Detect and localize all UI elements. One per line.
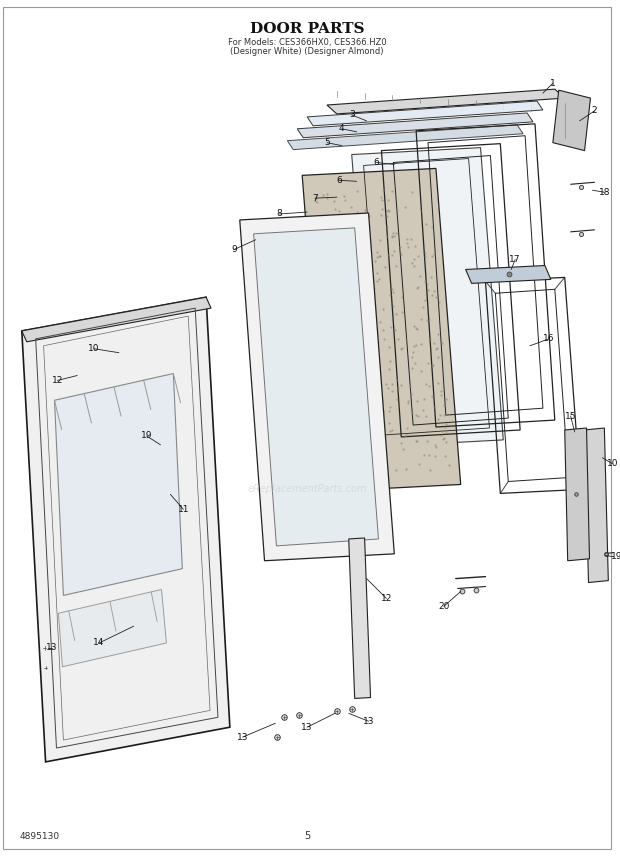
Text: 19: 19 (141, 431, 153, 441)
Text: 5: 5 (304, 831, 310, 841)
Polygon shape (553, 90, 590, 151)
Text: 2: 2 (591, 106, 597, 116)
Text: 13: 13 (301, 722, 313, 732)
Polygon shape (74, 358, 102, 621)
Text: 13: 13 (237, 733, 249, 741)
Text: 6: 6 (336, 175, 342, 185)
Text: 9: 9 (231, 245, 237, 254)
Text: 3: 3 (349, 110, 355, 120)
Text: 11: 11 (177, 505, 189, 514)
Text: 8: 8 (277, 210, 282, 218)
Text: 14: 14 (94, 639, 105, 647)
Text: 4895130: 4895130 (20, 832, 60, 841)
Polygon shape (565, 428, 590, 561)
Text: 20: 20 (438, 602, 450, 611)
Polygon shape (55, 373, 182, 596)
Text: 4: 4 (339, 124, 345, 134)
Polygon shape (22, 297, 230, 762)
Text: eReplacementParts.com: eReplacementParts.com (247, 484, 367, 495)
Polygon shape (287, 125, 523, 150)
Polygon shape (348, 538, 371, 698)
Text: 12: 12 (52, 376, 63, 385)
Text: 1: 1 (550, 79, 556, 87)
Text: 13: 13 (363, 716, 374, 726)
Polygon shape (327, 89, 565, 114)
Text: (Designer White) (Designer Almond): (Designer White) (Designer Almond) (231, 46, 384, 56)
Polygon shape (22, 297, 211, 342)
Text: For Models: CES366HX0, CES366.HZ0: For Models: CES366HX0, CES366.HZ0 (228, 38, 386, 46)
Polygon shape (307, 101, 543, 126)
Polygon shape (58, 590, 166, 667)
Polygon shape (297, 113, 533, 138)
Text: 16: 16 (543, 335, 555, 343)
Polygon shape (254, 228, 378, 546)
Text: 6: 6 (374, 158, 379, 167)
Polygon shape (585, 428, 608, 583)
Text: 15: 15 (565, 412, 577, 420)
Text: 18: 18 (598, 187, 610, 197)
Text: 10: 10 (606, 459, 618, 468)
Text: 5: 5 (324, 138, 330, 147)
Text: 19: 19 (611, 552, 620, 562)
Polygon shape (466, 265, 551, 283)
Polygon shape (302, 169, 461, 491)
Text: 12: 12 (381, 594, 392, 603)
Text: 7: 7 (312, 193, 318, 203)
Polygon shape (117, 348, 151, 585)
Text: 10: 10 (89, 344, 100, 354)
Text: 17: 17 (510, 255, 521, 264)
Polygon shape (240, 213, 394, 561)
Text: 13: 13 (46, 644, 57, 652)
Polygon shape (352, 147, 503, 447)
Text: DOOR PARTS: DOOR PARTS (250, 21, 365, 36)
